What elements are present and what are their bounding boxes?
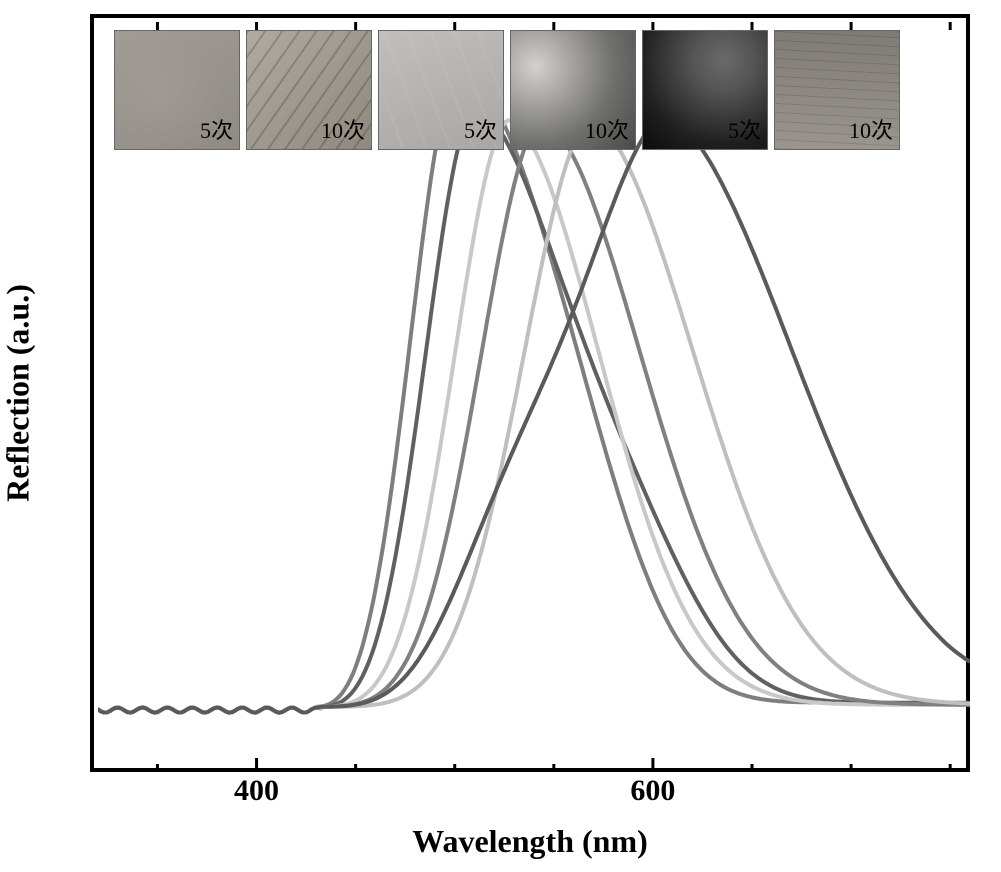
plot-frame: 5次10次5次10次5次10次 400600	[90, 14, 970, 772]
y-axis-label: Reflection (a.u.)	[0, 243, 37, 543]
series-curve-6	[98, 120, 969, 713]
inset-thumb-label-5: 5次	[728, 113, 761, 145]
inset-thumbnails-row: 5次 10次 5次 10次 5次 10次	[114, 30, 900, 150]
series-curve-5	[98, 120, 969, 713]
inset-thumb-label-3: 5次	[464, 113, 497, 145]
series-curve-4	[98, 120, 969, 713]
x-axis-label: Wavelength (nm)	[412, 823, 648, 860]
series-curve-3	[98, 120, 969, 713]
x-tick-600: 600	[630, 774, 675, 808]
figure: Reflection (a.u.) 5次 10次 5次 10次 5次 10次 400 600…	[0, 0, 1001, 872]
inset-thumb-5: 5次	[642, 30, 768, 150]
inset-thumb-label-1: 5次	[200, 113, 233, 145]
inset-thumb-2: 10次	[246, 30, 372, 150]
series-curve-2	[98, 120, 969, 713]
inset-thumb-label-6: 10次	[849, 113, 893, 145]
x-tick-400: 400	[234, 774, 279, 808]
inset-thumb-1: 5次	[114, 30, 240, 150]
inset-thumb-label-2: 10次	[321, 113, 365, 145]
inset-thumb-4: 10次	[510, 30, 636, 150]
inset-thumb-3: 5次	[378, 30, 504, 150]
inset-thumb-label-4: 10次	[585, 113, 629, 145]
inset-thumb-6: 10次	[774, 30, 900, 150]
series-curve-1	[98, 120, 969, 713]
